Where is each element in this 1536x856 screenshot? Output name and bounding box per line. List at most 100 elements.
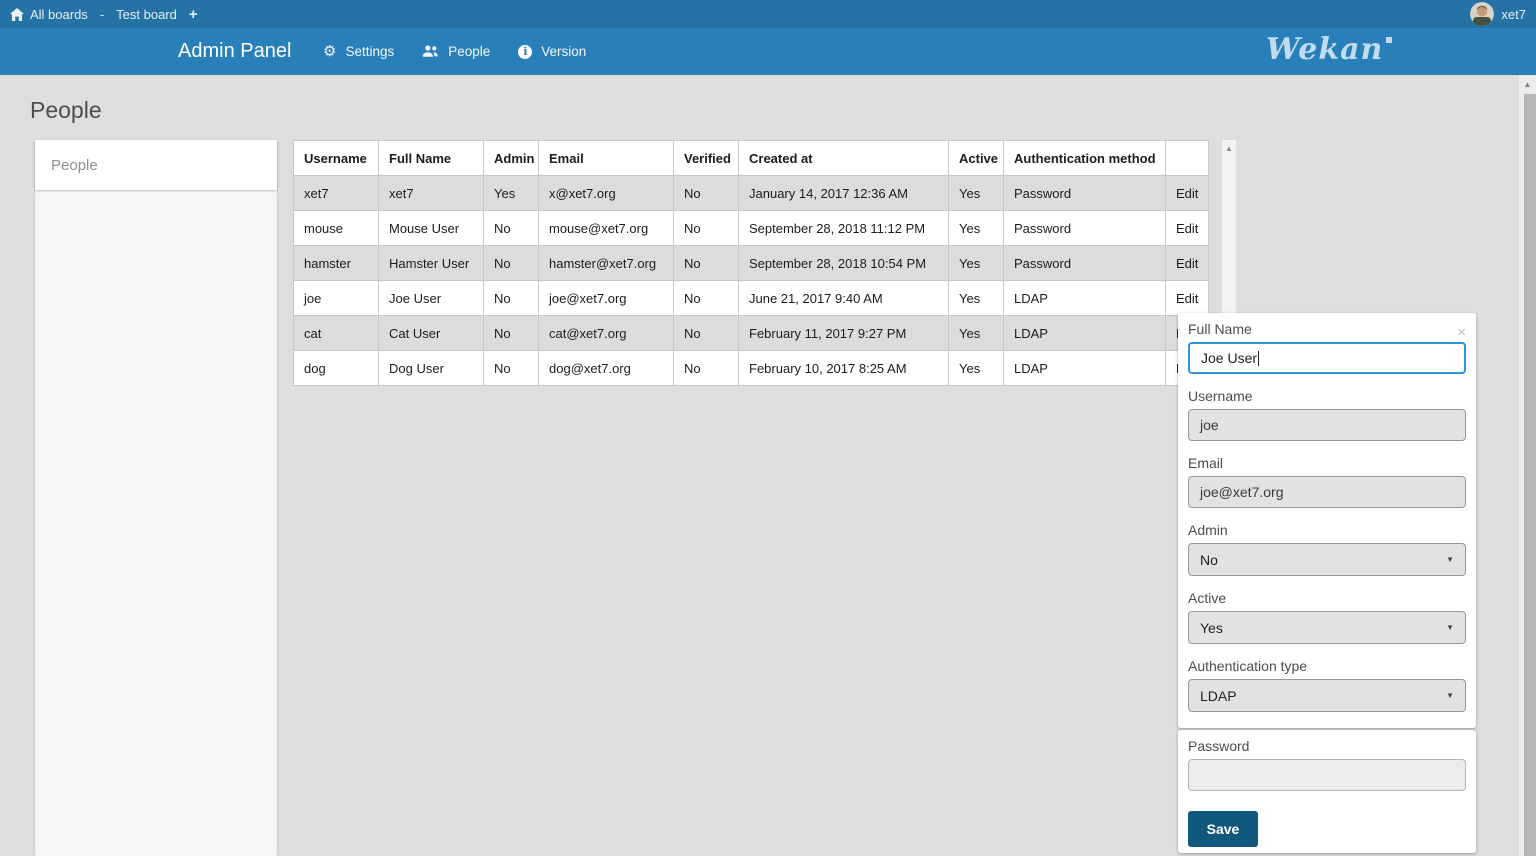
column-header-authentication-method: Authentication method: [1003, 140, 1166, 176]
cell-username: joe: [293, 280, 379, 316]
user-avatar[interactable]: [1470, 2, 1495, 26]
cell-admin: No: [483, 315, 539, 351]
nav-item-settings[interactable]: ⚙ Settings: [323, 44, 395, 60]
cell-email: cat@xet7.org: [538, 315, 674, 351]
cell-email: joe@xet7.org: [538, 280, 674, 316]
column-header-actions: [1165, 140, 1209, 176]
table-row: xet7 xet7 Yes x@xet7.org No January 14, 2017 …: [293, 175, 1209, 211]
cell-admin: No: [483, 350, 539, 386]
active-select[interactable]: Yes ▼: [1188, 611, 1466, 644]
people-table: Username Full Name Admin Email Verified Creat…: [293, 140, 1209, 386]
full-name-input[interactable]: Joe User: [1188, 342, 1466, 374]
users-icon: [422, 45, 439, 58]
table-row: dog Dog User No dog@xet7.org No February 10, …: [293, 350, 1209, 386]
cell-verified: No: [673, 175, 739, 211]
nav-item-label: Version: [541, 44, 587, 59]
cell-email: mouse@xet7.org: [538, 210, 674, 246]
column-header-verified: Verified: [673, 140, 739, 176]
column-header-admin: Admin: [483, 140, 539, 176]
admin-sidebar: People: [35, 140, 277, 856]
close-icon[interactable]: ×: [1457, 324, 1466, 341]
cell-username: mouse: [293, 210, 379, 246]
authentication-type-select[interactable]: LDAP ▼: [1188, 679, 1466, 712]
column-header-full-name: Full Name: [378, 140, 484, 176]
column-header-created-at: Created at: [738, 140, 949, 176]
cell-active: Yes: [948, 175, 1004, 211]
cell-admin: No: [483, 210, 539, 246]
cell-authentication-method: LDAP: [1003, 315, 1166, 351]
cell-admin: No: [483, 245, 539, 281]
authentication-type-label: Authentication type: [1188, 658, 1308, 674]
wekan-logo: Wekan: [1266, 32, 1393, 72]
member-menu[interactable]: xet7: [1470, 2, 1526, 26]
password-card: Password Save: [1178, 730, 1476, 853]
nav-item-people[interactable]: People: [422, 44, 490, 59]
breadcrumb-all-boards[interactable]: All boards: [30, 6, 88, 22]
cell-username: dog: [293, 350, 379, 386]
cell-authentication-method: Password: [1003, 210, 1166, 246]
people-table-body: xet7 xet7 Yes x@xet7.org No January 14, 2017 …: [293, 175, 1209, 386]
full-name-label: Full Name: [1188, 321, 1252, 337]
username-label: Username: [1188, 388, 1253, 404]
edit-user-link[interactable]: Edit: [1176, 220, 1199, 236]
nav-item-label: Settings: [345, 44, 395, 59]
cell-verified: No: [673, 210, 739, 246]
page-scrollbar[interactable]: ▲: [1519, 75, 1536, 856]
text-caret: [1258, 350, 1260, 366]
cell-full-name: Mouse User: [378, 210, 484, 246]
edit-user-link[interactable]: Edit: [1176, 185, 1199, 201]
column-header-active: Active: [948, 140, 1004, 176]
column-header-email: Email: [538, 140, 674, 176]
add-board-icon[interactable]: +: [188, 5, 198, 23]
email-label: Email: [1188, 455, 1224, 471]
table-row: hamster Hamster User No hamster@xet7.org No S…: [293, 245, 1209, 281]
cell-verified: No: [673, 280, 739, 316]
edit-user-panel: × Full Name Joe User Username joe Email …: [1178, 313, 1476, 853]
user-name-label: xet7: [1501, 6, 1526, 22]
edit-user-form-card: Full Name Joe User Username joe Email jo…: [1178, 313, 1476, 728]
breadcrumb-board-name[interactable]: Test board: [116, 6, 177, 22]
edit-cell: Edit: [1165, 210, 1209, 246]
edit-user-link[interactable]: Edit: [1176, 290, 1199, 306]
nav-item-version[interactable]: i Version: [518, 44, 586, 59]
cell-verified: No: [673, 350, 739, 386]
edit-cell: Edit: [1165, 245, 1209, 281]
cell-full-name: Joe User: [378, 280, 484, 316]
cell-email: dog@xet7.org: [538, 350, 674, 386]
info-icon: i: [518, 44, 533, 59]
edit-cell: Edit: [1165, 175, 1209, 211]
cell-authentication-method: Password: [1003, 175, 1166, 211]
cell-active: Yes: [948, 350, 1004, 386]
table-row: cat Cat User No cat@xet7.org No February 11, …: [293, 315, 1209, 351]
save-button[interactable]: Save: [1188, 811, 1258, 847]
cell-username: xet7: [293, 175, 379, 211]
scrollbar-thumb[interactable]: [1524, 94, 1536, 856]
admin-label: Admin: [1188, 522, 1228, 538]
cell-authentication-method: LDAP: [1003, 350, 1166, 386]
edit-user-link[interactable]: Edit: [1176, 255, 1199, 271]
cell-created-at: June 21, 2017 9:40 AM: [738, 280, 949, 316]
table-header-row: Username Full Name Admin Email Verified Creat…: [293, 140, 1209, 176]
cell-username: hamster: [293, 245, 379, 281]
cell-created-at: February 10, 2017 8:25 AM: [738, 350, 949, 386]
logo-dot: [1386, 37, 1393, 43]
password-input[interactable]: [1188, 759, 1466, 791]
cell-active: Yes: [948, 245, 1004, 281]
cell-authentication-method: LDAP: [1003, 280, 1166, 316]
breadcrumb-separator: -: [99, 6, 105, 22]
scroll-up-arrow-icon[interactable]: ▲: [1523, 80, 1532, 89]
cell-created-at: September 28, 2018 11:12 PM: [738, 210, 949, 246]
home-icon[interactable]: [10, 7, 24, 21]
dropdown-arrow-icon: ▼: [1446, 623, 1454, 632]
page-title: People: [30, 97, 102, 123]
cell-active: Yes: [948, 280, 1004, 316]
cell-full-name: Hamster User: [378, 245, 484, 281]
admin-nav-bar: Admin Panel ⚙ Settings People i Version …: [0, 28, 1536, 75]
sidebar-item-people[interactable]: People: [35, 140, 277, 190]
admin-select[interactable]: No ▼: [1188, 543, 1466, 576]
sidebar-item-label: People: [51, 156, 98, 174]
scroll-up-arrow-icon[interactable]: ▲: [1225, 144, 1233, 153]
admin-nav-menu: ⚙ Settings People i Version: [323, 28, 586, 75]
cell-created-at: February 11, 2017 9:27 PM: [738, 315, 949, 351]
cell-full-name: xet7: [378, 175, 484, 211]
